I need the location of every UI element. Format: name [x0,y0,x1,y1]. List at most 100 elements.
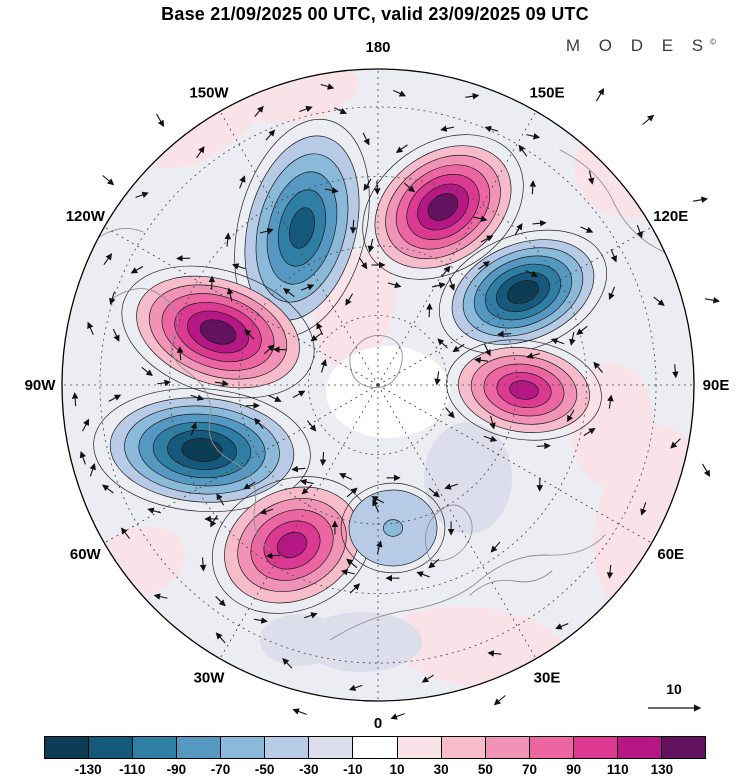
wind-arrow [215,596,226,607]
wind-arrow [536,442,551,450]
anomaly-blob-neg [234,118,370,338]
wind-arrow [636,224,643,239]
colorbar-tick: -10 [343,762,363,777]
anomaly-blob-pos [446,339,602,441]
colorbar-segment [221,737,266,758]
lon-label-60W: 60W [70,546,102,563]
anomaly-contour [446,339,602,441]
wind-arrow [371,496,384,504]
colorbar-tick: -90 [166,762,187,777]
colorbar-tick: -130 [74,762,102,777]
wind-arrow [254,417,264,430]
wind-arrow [428,487,440,498]
colorbar-segment [529,737,574,758]
wind-arrow [526,352,540,359]
colorbar-segments [44,736,706,759]
wind-arrow [437,338,448,349]
wind-arrow [367,238,375,253]
wind-arrow [387,281,402,289]
colorbar-segment [485,737,530,758]
lon-label-60E: 60E [657,546,684,563]
wind-arrow [214,379,229,387]
anomaly-contour [93,387,311,513]
map-outline [61,68,695,702]
wind-arrow [196,146,205,159]
wind-arrow [569,331,576,346]
wind-arrow [346,487,358,498]
wind-arrow [254,105,264,117]
wind-arrow [421,674,434,683]
modes-logo-mark: © [710,37,716,47]
meridian-line [377,384,652,544]
lon-label-120E: 120E [653,208,688,225]
wind-arrow [593,361,603,373]
wind-arrow [705,297,720,304]
wind-arrow [153,593,168,600]
wind-arrow [141,366,153,377]
colorbar-tick-labels: -130 -110 -90 -70 -50 -30 -10 10 30 50 70 90 110 130 [44,762,706,780]
coastline [425,504,473,562]
wind-arrow [363,178,372,191]
wind-arrow [672,364,679,379]
colorbar-segment [45,737,90,758]
wind-arrow [304,612,318,619]
colorbar-tick: 70 [521,762,537,777]
wind-arrow [348,684,363,691]
wind-arrow [489,415,496,430]
anomaly-contour [199,319,237,345]
wind-arrow [608,286,616,300]
lon-label-150W: 150W [189,84,229,101]
anomaly-contour [438,229,608,355]
anomaly-patch [570,363,654,487]
wind-arrow [135,191,149,198]
wind-arrow [441,265,451,277]
colorbar-tick: -70 [210,762,231,777]
vector-reference: 10 [648,681,702,712]
modes-logo-text: M O D E S [565,36,711,55]
wind-arrow [345,293,354,306]
wind-arrow [445,407,455,419]
wind-arrow [576,325,588,335]
wind-arrow [444,483,458,490]
colorbar-segment [353,737,398,758]
wind-arrow [702,463,711,478]
modes-logo: M O D E S© [566,36,716,56]
wind-arrow [440,125,455,132]
wind-arrow [244,328,255,340]
wind-arrow [215,632,226,644]
meridian-line [377,226,652,386]
anomaly-contour [276,531,308,559]
anomaly-contour [340,482,446,574]
colorbar-segment [89,737,134,758]
coastline [109,288,271,551]
latitude-circle [308,315,448,455]
anomaly-contour [427,193,459,221]
wind-arrow [653,296,665,306]
wind-arrow [190,394,205,401]
wind-arrow [490,541,501,553]
meridian-line [377,384,537,659]
wind-arrow [103,253,113,266]
meridian-line [104,226,379,386]
polar-map: 180 150W 150E 120W 120E 90W 90E 60W 60E 30W 30E 0 1… [25,39,730,730]
wind-arrow [253,617,268,624]
wind-arrow [299,105,313,113]
coastline [349,335,403,389]
colorbar: -130 -110 -90 -70 -50 -30 -10 10 30 50 70 90 110 130 [44,736,706,780]
wind-arrow [404,182,416,193]
wind-arrow [226,287,234,302]
anomaly-patch [424,422,512,534]
chart-title: Base 21/09/2025 00 UTC, valid 23/09/2025… [161,4,589,24]
wind-arrow [306,420,317,432]
wind-arrow [493,695,506,706]
anomaly-blob-neg [340,482,446,574]
wind-arrow [448,277,456,291]
wind-arrow [283,287,295,298]
wind-arrow [434,371,441,386]
colorbar-tick: 90 [566,762,582,777]
wind-arrow [210,514,218,528]
anomaly-contour [362,134,524,280]
wind-arrow [483,435,498,442]
anomaly-contour [382,519,404,537]
wind-arrow [291,465,306,473]
